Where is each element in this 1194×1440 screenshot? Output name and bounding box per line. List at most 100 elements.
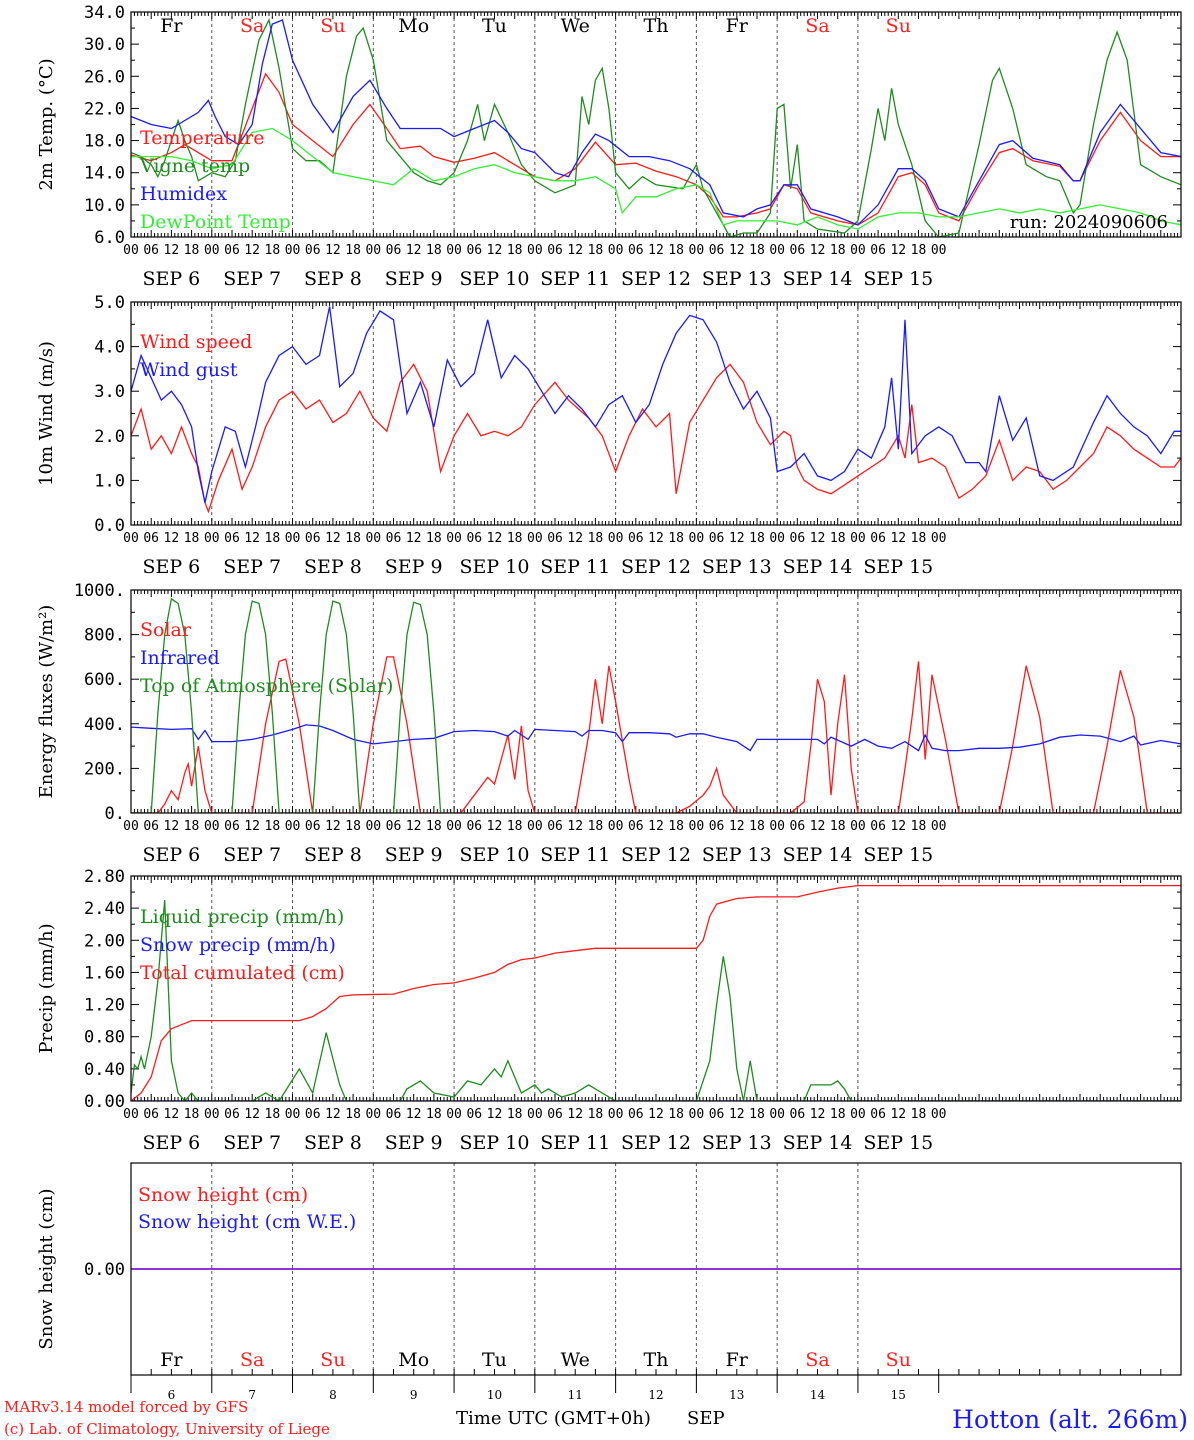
series-group — [131, 306, 1181, 514]
legend-entry: Total cumulated (cm) — [140, 962, 345, 984]
y-tick-label: 400. — [84, 715, 125, 735]
hour-tick-label: 00 — [285, 1107, 301, 1122]
plot-frame — [130, 589, 1182, 814]
hour-tick-label: 12 — [729, 531, 745, 546]
series-dewpoint-temp — [131, 127, 1181, 230]
hour-tick-label: 18 — [265, 1107, 281, 1122]
legend-entry: Infrared — [140, 647, 220, 669]
hour-tick-label: 18 — [507, 531, 523, 546]
day-name: Th — [644, 15, 669, 37]
hour-tick-label: 06 — [143, 243, 159, 258]
hour-tick-label: 12 — [164, 531, 180, 546]
date-label: SEP 9 — [385, 1132, 443, 1154]
hour-tick-label: 18 — [265, 243, 281, 258]
hour-tick-label: 12 — [406, 819, 422, 834]
hour-tick-label: 18 — [668, 819, 684, 834]
date-label: SEP 10 — [460, 844, 530, 866]
y-tick-label: 30.0 — [84, 35, 125, 55]
hour-tick-label: 18 — [184, 243, 200, 258]
y-tick-label: 0.40 — [84, 1060, 125, 1080]
hour-tick-label: 12 — [810, 819, 826, 834]
hour-tick-label: 18 — [911, 819, 927, 834]
hour-tick-label: 18 — [911, 531, 927, 546]
hour-tick-label: 00 — [689, 1107, 705, 1122]
y-tick-label: 5.0 — [94, 293, 125, 313]
date-label: SEP 7 — [223, 1132, 281, 1154]
date-label: SEP 8 — [304, 1132, 362, 1154]
date-label: SEP 8 — [304, 268, 362, 290]
hour-tick-label: 18 — [830, 1107, 846, 1122]
date-label: SEP 10 — [460, 1132, 530, 1154]
hour-tick-label: 18 — [668, 1107, 684, 1122]
panels: 6.0 10.0 14.0 18.0 22.0 26.0 30.0 34.0 2m Temp. … — [36, 3, 1182, 1402]
day-number: 13 — [729, 1388, 744, 1402]
plot-frame — [130, 301, 1182, 526]
hour-tick-label: 18 — [668, 531, 684, 546]
hour-tick-label: 18 — [184, 531, 200, 546]
hour-tick-label: 18 — [588, 819, 604, 834]
date-label: SEP 15 — [863, 268, 933, 290]
model-credit: MARv3.14 model forced by GFS — [4, 1398, 248, 1416]
series-wind-gust — [131, 306, 1181, 503]
hour-tick-label: 18 — [830, 243, 846, 258]
y-tick-label: 0.00 — [84, 1260, 125, 1280]
hour-tick-label: 18 — [588, 243, 604, 258]
date-label: SEP 11 — [540, 1132, 610, 1154]
hour-tick-label: 06 — [628, 1107, 644, 1122]
hour-tick-label: 00 — [204, 819, 220, 834]
hour-tick-label: 00 — [608, 243, 624, 258]
hour-tick-label: 06 — [224, 243, 240, 258]
day-name: Mo — [398, 1349, 429, 1371]
hour-tick-label: 12 — [648, 531, 664, 546]
hour-tick-label: 00 — [850, 531, 866, 546]
hour-tick-label: 12 — [325, 243, 341, 258]
hour-tick-label: 00 — [446, 819, 462, 834]
date-label: SEP 11 — [540, 556, 610, 578]
y-tick-label: 2.80 — [84, 867, 125, 887]
hour-tick-label: 00 — [365, 1107, 381, 1122]
day-number: 9 — [410, 1388, 418, 1402]
day-number: 8 — [329, 1388, 337, 1402]
hour-tick-label: 00 — [689, 243, 705, 258]
y-tick-label: 26.0 — [84, 67, 125, 87]
hour-tick-label: 18 — [911, 243, 927, 258]
day-number: 11 — [568, 1388, 583, 1402]
hour-tick-label: 12 — [325, 1107, 341, 1122]
hour-tick-label: 00 — [446, 1107, 462, 1122]
hour-tick-label: 18 — [749, 819, 765, 834]
hour-tick-label: 06 — [790, 1107, 806, 1122]
hour-tick-label: 18 — [588, 1107, 604, 1122]
day-name: Su — [886, 1349, 911, 1371]
hour-tick-label: 18 — [507, 819, 523, 834]
date-label: SEP 15 — [863, 844, 933, 866]
date-label: SEP 10 — [460, 556, 530, 578]
y-tick-label: 34.0 — [84, 3, 125, 23]
y-tick-label: 4.0 — [94, 338, 125, 358]
hour-tick-label: 06 — [870, 819, 886, 834]
hour-tick-label: 18 — [588, 531, 604, 546]
y-tick-label: 1.60 — [84, 963, 125, 983]
hour-tick-label: 12 — [567, 1107, 583, 1122]
hour-tick-label: 06 — [547, 819, 563, 834]
hour-tick-label: 06 — [709, 531, 725, 546]
copyright-credit: (c) Lab. of Climatology, University of L… — [4, 1420, 330, 1438]
month-label: SEP — [687, 1408, 725, 1429]
legend-entry: Wind speed — [140, 331, 252, 353]
day-name: Tu — [482, 15, 507, 37]
hour-tick-label: 00 — [204, 243, 220, 258]
day-name: Fr — [726, 1349, 749, 1371]
hour-tick-label: 06 — [466, 1107, 482, 1122]
day-number: 14 — [810, 1388, 826, 1402]
y-tick-label: 1000. — [74, 581, 125, 601]
y-tick-label: 0. — [105, 804, 125, 824]
hour-tick-label: 12 — [729, 819, 745, 834]
hour-tick-label: 00 — [123, 1107, 139, 1122]
hour-tick-label: 18 — [265, 819, 281, 834]
y-tick-label: 18.0 — [84, 132, 125, 152]
hour-tick-label: 18 — [749, 243, 765, 258]
date-label: SEP 12 — [621, 268, 691, 290]
hour-tick-label: 00 — [204, 531, 220, 546]
hour-tick-label: 12 — [244, 531, 260, 546]
y-tick-label: 14.0 — [84, 164, 125, 184]
hour-tick-label: 12 — [648, 819, 664, 834]
